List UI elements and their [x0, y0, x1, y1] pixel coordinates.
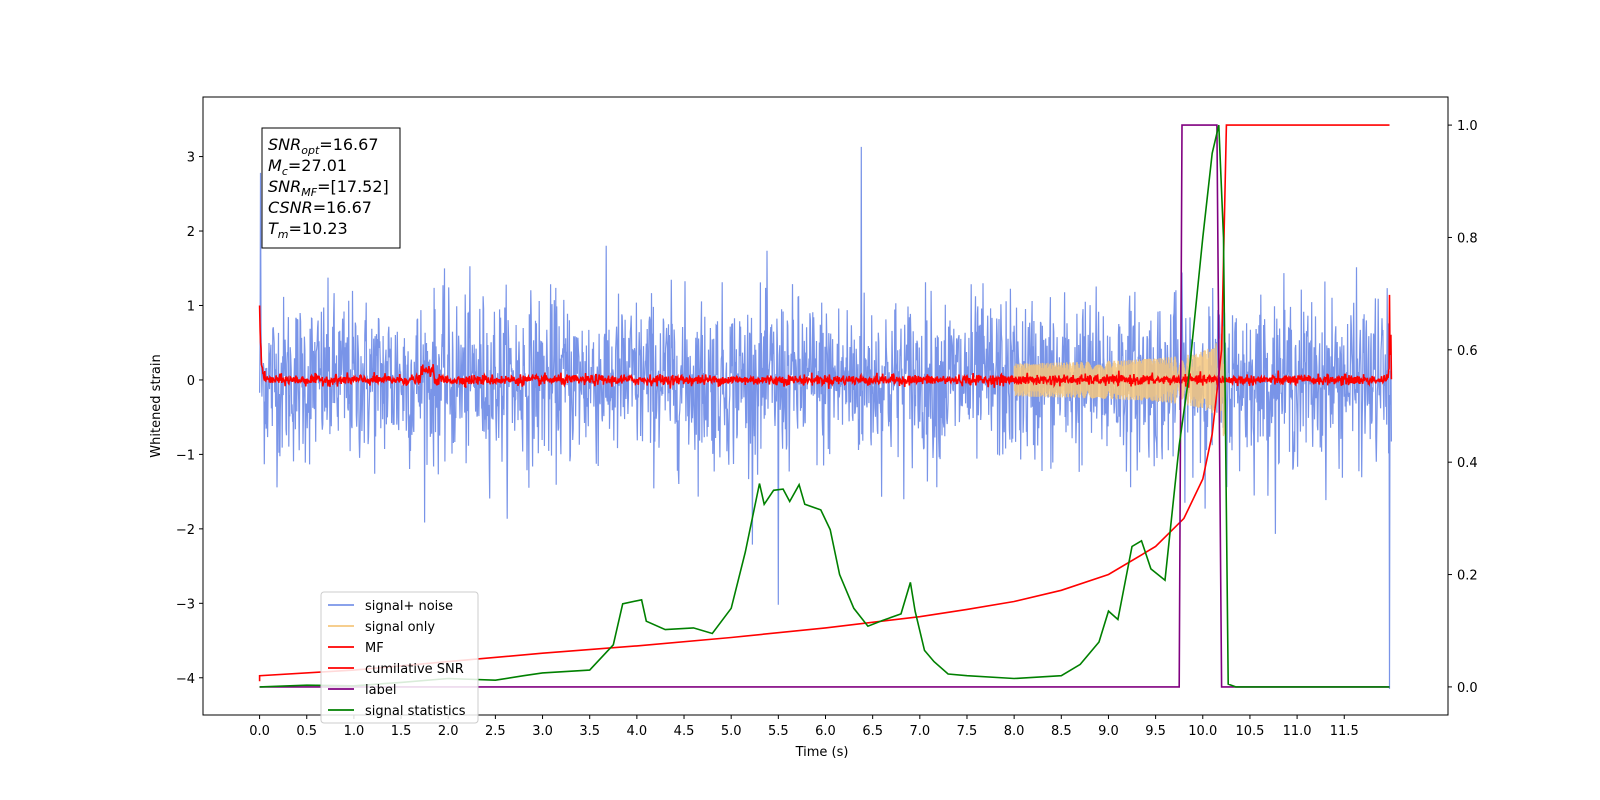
annotation-line: SNRMF=[17.52] [268, 177, 389, 199]
x-tick-label: 8.5 [1051, 724, 1072, 739]
x-tick-label: 10.0 [1188, 724, 1217, 739]
x-tick-label: 2.5 [485, 724, 506, 739]
x-tick-label: 7.0 [909, 724, 930, 739]
annotation-line: Tm=10.23 [268, 219, 348, 241]
legend: signal+ noise signal only MF cumilative SNR… [320, 591, 479, 724]
x-tick-label: 3.0 [532, 724, 553, 739]
series-signal-statistics [259, 124, 1390, 688]
annotation-frame [261, 127, 401, 249]
y-tick-label: −1 [176, 448, 195, 463]
legend-label: signal only [365, 620, 435, 635]
y2-tick-label: 0.6 [1457, 344, 1478, 359]
x-tick-label: 9.0 [1098, 724, 1119, 739]
annotation-line: CSNR=16.67 [268, 198, 372, 217]
y-axis-right: 1.0 0.8 0.6 0.4 0.2 0.0 [1448, 119, 1478, 696]
x-tick-label: 2.0 [438, 724, 459, 739]
x-tick-label: 9.5 [1145, 724, 1166, 739]
x-tick-label: 0.0 [249, 724, 270, 739]
x-tick-label: 8.0 [1004, 724, 1025, 739]
x-tick-label: 3.5 [579, 724, 600, 739]
x-tick-label: 10.5 [1235, 724, 1264, 739]
x-tick-label: 7.5 [957, 724, 978, 739]
legend-label: signal+ noise [365, 599, 453, 614]
legend-label: cumilative SNR [365, 662, 464, 677]
x-tick-label: 5.0 [721, 724, 742, 739]
annotation-box: SNRopt=16.67Mc=27.01SNRMF=[17.52]CSNR=16… [261, 127, 401, 249]
x-tick-label: 1.5 [391, 724, 412, 739]
plot-area [258, 124, 1393, 689]
x-tick-label: 0.5 [296, 724, 317, 739]
y-axis-label: Whitened strain [149, 354, 164, 457]
x-axis-label: Time (s) [795, 745, 849, 760]
y-tick-label: 2 [187, 225, 195, 240]
y-tick-label: −2 [176, 523, 195, 538]
y2-tick-label: 1.0 [1457, 119, 1478, 134]
annotation-line: Mc=27.01 [268, 156, 347, 178]
y-tick-label: 0 [187, 374, 195, 389]
y-axis-left: 3 2 1 0 −1 −2 −3 −4 [176, 151, 203, 687]
y-tick-label: −4 [176, 672, 195, 687]
annotation-line: SNRopt=16.67 [268, 135, 379, 157]
x-tick-label: 4.5 [674, 724, 695, 739]
legend-label: signal statistics [365, 704, 466, 719]
y2-tick-label: 0.2 [1457, 569, 1478, 584]
x-tick-label: 6.0 [815, 724, 836, 739]
y-tick-label: 3 [187, 151, 195, 166]
y2-tick-label: 0.8 [1457, 231, 1478, 246]
y2-tick-label: 0.4 [1457, 456, 1478, 471]
legend-label: MF [365, 641, 384, 656]
x-tick-label: 6.5 [862, 724, 883, 739]
y-tick-label: −3 [176, 597, 195, 612]
x-tick-label: 11.0 [1283, 724, 1312, 739]
y2-tick-label: 0.0 [1457, 681, 1478, 696]
x-tick-label: 4.0 [627, 724, 648, 739]
x-tick-label: 1.0 [344, 724, 365, 739]
x-axis: 0.0 0.5 1.0 1.5 2.0 2.5 3.0 3.5 4.0 4.5 5.0 5.5 6.0 6… [249, 715, 1359, 739]
y-tick-label: 1 [187, 299, 195, 314]
x-tick-label: 11.5 [1330, 724, 1359, 739]
legend-frame [320, 591, 479, 724]
series-mf [258, 294, 1393, 389]
x-tick-label: 5.5 [768, 724, 789, 739]
legend-label: label [365, 683, 396, 698]
